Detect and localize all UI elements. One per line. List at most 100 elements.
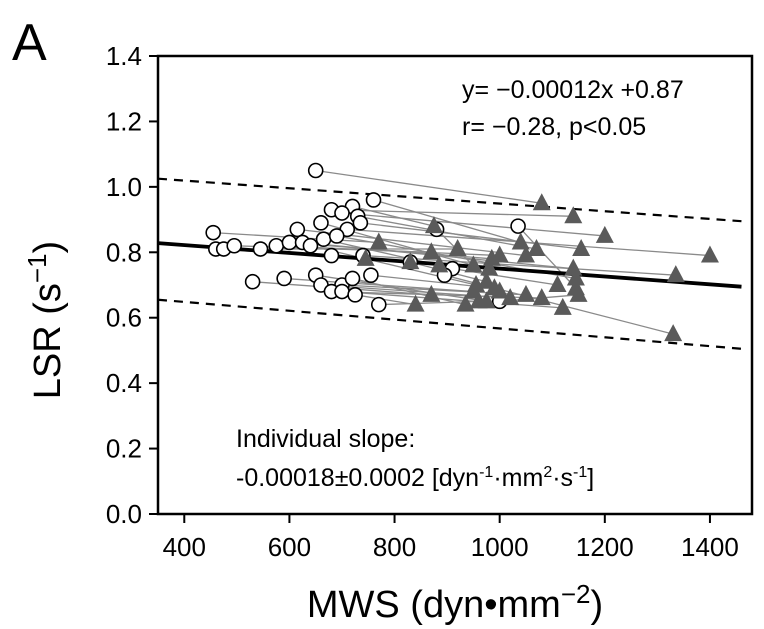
filled-triangle-point-33 xyxy=(553,297,572,315)
x-axis-title-sup: −2 xyxy=(561,579,591,609)
axis-ticks: 400 600 800 1000 1200 1400 0.0 0.2 0.4 0.6 0.8 1.0 1… xyxy=(106,41,739,562)
y-axis-title-sup: −1 xyxy=(22,253,52,283)
open-circle-point-24 xyxy=(510,218,526,234)
filled-triangle-point-36 xyxy=(469,291,488,309)
slope-mid-2: ·s xyxy=(552,464,573,492)
open-circle-point-27 xyxy=(276,270,292,287)
connector-line-34 xyxy=(355,294,416,306)
slope-sup-1: -1 xyxy=(479,464,493,481)
filled-triangle-point-10 xyxy=(401,252,420,270)
connector-line-8 xyxy=(213,232,379,244)
filled-triangle-point-20 xyxy=(480,258,499,276)
filled-triangle-point-17 xyxy=(430,255,449,273)
slope-sup-3: -1 xyxy=(573,464,587,481)
connector-line-2 xyxy=(352,205,435,227)
y-axis-title-text: LSR (s xyxy=(27,283,69,399)
y-tick-label-4: 0.8 xyxy=(106,237,142,267)
open-circle-point-15 xyxy=(289,221,306,238)
slope-mid-1: ·mm xyxy=(493,464,543,492)
filled-triangle-point-21 xyxy=(666,265,685,283)
open-circle-point-6 xyxy=(352,215,369,231)
x-axis-title: MWS (dyn•mm−2) xyxy=(307,579,603,626)
open-circle-point-34 xyxy=(347,287,363,303)
filled-triangle-point-30 xyxy=(516,284,535,302)
y-tick-label-0: 0.0 xyxy=(106,499,142,529)
filled-triangle-point-8 xyxy=(369,232,388,250)
regression-equation: y= −0.00012x +0.87 xyxy=(462,76,684,104)
confidence-band-0 xyxy=(157,177,742,223)
x-axis-title-text: MWS (dyn•mm xyxy=(307,584,561,626)
filled-triangle-point-26 xyxy=(422,284,441,302)
open-circle-point-33 xyxy=(334,283,350,300)
filled-triangle-point-11 xyxy=(422,242,441,260)
x-tick-label-5: 1400 xyxy=(681,532,739,562)
filled-triangle-point-1 xyxy=(564,206,583,224)
connector-line-33 xyxy=(341,290,563,309)
x-axis-title-close: ) xyxy=(590,584,603,626)
filled-triangle-point-18 xyxy=(464,255,483,273)
confidence-band-1 xyxy=(157,298,742,350)
open-circle-point-26 xyxy=(244,273,261,290)
filled-triangle-point-5 xyxy=(527,239,546,257)
filled-triangle-point-29 xyxy=(501,288,520,306)
data-layer xyxy=(157,162,742,350)
filled-triangle-point-31 xyxy=(456,294,475,312)
filled-triangle-point-22 xyxy=(477,271,496,289)
open-circle-point-19 xyxy=(328,228,345,244)
filled-triangle-point-23 xyxy=(548,275,567,292)
x-tick-label-4: 1200 xyxy=(576,532,634,562)
open-circle-point-17 xyxy=(315,231,332,247)
open-circle-point-36 xyxy=(370,296,387,313)
filled-triangle-point-12 xyxy=(448,239,467,257)
open-circle-point-8 xyxy=(205,224,221,241)
open-circle-point-39 xyxy=(302,237,319,254)
filled-triangle-point-16 xyxy=(564,258,583,276)
x-tick-label-3: 1000 xyxy=(471,532,529,562)
y-tick-label-3: 0.6 xyxy=(106,303,142,333)
filled-triangle-point-38 xyxy=(569,284,588,302)
x-tick-label-0: 400 xyxy=(163,532,206,562)
connector-line-3 xyxy=(341,212,605,237)
x-tick-label-1: 600 xyxy=(268,532,311,562)
panel-label: A xyxy=(12,14,47,72)
open-circle-point-20 xyxy=(323,247,340,264)
y-tick-label-2: 0.4 xyxy=(106,368,142,398)
open-circle-point-11 xyxy=(226,237,243,254)
correlation-stats: r= −0.28, p<0.05 xyxy=(462,113,646,141)
connector-line-7 xyxy=(347,228,710,257)
y-tick-label-5: 1.0 xyxy=(106,172,142,202)
y-axis-title: LSR (s−1) xyxy=(22,241,69,399)
connector-line-6 xyxy=(360,222,582,250)
filled-triangle-point-15 xyxy=(516,245,535,263)
y-axis-title-close: ) xyxy=(27,241,69,254)
slope-sup-2: 2 xyxy=(543,464,552,481)
filled-triangle-point-3 xyxy=(595,225,614,243)
filled-triangle-point-34 xyxy=(406,294,425,312)
y-tick-label-7: 1.4 xyxy=(106,41,142,71)
filled-triangle-point-39 xyxy=(467,275,486,292)
filled-triangle-point-6 xyxy=(572,239,591,257)
connector-line-24 xyxy=(517,225,577,289)
open-circle-point-14 xyxy=(281,234,298,251)
filled-triangle-point-4 xyxy=(511,232,530,250)
filled-triangle-point-0 xyxy=(532,193,551,211)
filled-triangle-point-37 xyxy=(664,324,683,342)
open-circle-point-13 xyxy=(268,237,285,254)
filled-triangle-point-9 xyxy=(356,248,375,266)
filled-triangle-point-14 xyxy=(482,248,501,266)
filled-triangle-point-7 xyxy=(700,245,719,263)
open-circle-point-12 xyxy=(252,241,269,257)
slope-value-text: -0.00018±0.0002 [dyn xyxy=(236,464,479,492)
y-tick-label-6: 1.2 xyxy=(106,106,142,136)
connector-line-0 xyxy=(315,169,542,204)
individual-slope-value: -0.00018±0.0002 [dyn-1·mm2·s-1] xyxy=(236,464,594,492)
plot-frame xyxy=(156,54,754,516)
y-tick-label-1: 0.2 xyxy=(106,434,142,464)
open-circle-point-3 xyxy=(334,205,350,221)
open-circle-point-31 xyxy=(344,270,361,287)
open-circle-point-35 xyxy=(363,267,379,283)
open-circle-point-0 xyxy=(307,162,324,179)
individual-slope-title: Individual slope: xyxy=(236,425,415,453)
filled-triangle-point-2 xyxy=(424,216,443,234)
